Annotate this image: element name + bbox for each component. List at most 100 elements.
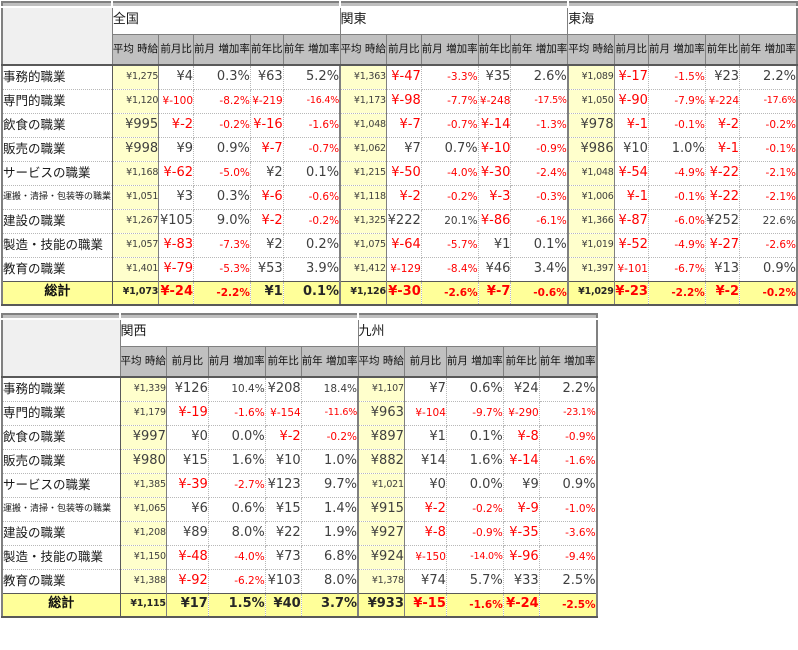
yoy-diff-cell[interactable]: ¥22	[265, 521, 302, 546]
column-header-cell[interactable]: 前年比	[264, 345, 302, 378]
column-header-cell[interactable]: 平均 時給	[339, 33, 387, 66]
yoy-diff-cell[interactable]: ¥53	[250, 257, 284, 282]
mom-rate-cell[interactable]: -1.6%	[208, 401, 266, 426]
total-wage-cell[interactable]: ¥933	[357, 592, 405, 618]
total-yoy-diff-cell[interactable]: ¥-24	[503, 592, 540, 618]
yoy-diff-cell[interactable]: ¥-30	[478, 161, 512, 186]
wage-cell[interactable]: ¥1,021	[357, 473, 405, 498]
column-header-cell[interactable]: 前年 増加率	[739, 33, 798, 66]
yoy-diff-cell[interactable]: ¥-27	[705, 233, 741, 258]
wage-cell[interactable]: ¥1,215	[339, 161, 387, 186]
column-header-cell[interactable]: 前月 増加率	[445, 345, 504, 378]
mom-diff-cell[interactable]: ¥-101	[614, 257, 649, 282]
region-header-cell[interactable]: 九州	[357, 318, 598, 347]
column-header-cell[interactable]: 平均 時給	[111, 33, 160, 66]
yoy-rate-cell[interactable]: -2.6%	[739, 233, 798, 258]
yoy-diff-cell[interactable]: ¥-7	[250, 137, 284, 162]
occupation-label-cell[interactable]: 専門的職業	[2, 401, 121, 426]
column-header-cell[interactable]: 前月比	[403, 345, 447, 378]
yoy-diff-cell[interactable]: ¥-248	[478, 89, 512, 114]
yoy-rate-cell[interactable]: 6.8%	[301, 545, 360, 570]
occupation-label-cell[interactable]: 運搬・清掃・包装等の職業	[2, 185, 113, 210]
mom-rate-cell[interactable]: 0.0%	[446, 473, 504, 498]
mom-rate-cell[interactable]: 0.7%	[421, 137, 479, 162]
wage-cell[interactable]: ¥1,107	[357, 377, 405, 402]
yoy-diff-cell[interactable]: ¥-2	[265, 425, 302, 450]
wage-cell[interactable]: ¥1,275	[111, 65, 160, 90]
region-header-cell[interactable]: 全国	[111, 6, 341, 35]
mom-rate-cell[interactable]: -3.3%	[421, 65, 479, 90]
total-mom-diff-cell[interactable]: ¥-15	[404, 592, 447, 618]
mom-rate-cell[interactable]: 0.3%	[193, 185, 251, 210]
mom-diff-cell[interactable]: ¥10	[614, 137, 649, 162]
wage-cell[interactable]: ¥1,050	[567, 89, 615, 114]
yoy-diff-cell[interactable]: ¥-10	[478, 137, 512, 162]
occupation-label-cell[interactable]: 飲食の職業	[2, 425, 121, 450]
occupation-label-cell[interactable]: 事務的職業	[2, 65, 113, 90]
wage-cell[interactable]: ¥1,267	[111, 209, 160, 234]
wage-cell[interactable]: ¥1,208	[119, 521, 167, 546]
yoy-rate-cell[interactable]: 2.2%	[739, 65, 798, 90]
yoy-diff-cell[interactable]: ¥-35	[503, 521, 540, 546]
mom-rate-cell[interactable]: 9.0%	[193, 209, 251, 234]
total-mom-rate-cell[interactable]: -2.6%	[421, 280, 479, 306]
wage-cell[interactable]: ¥924	[357, 545, 405, 570]
mom-diff-cell[interactable]: ¥15	[166, 449, 209, 474]
wage-cell[interactable]: ¥980	[119, 449, 167, 474]
total-wage-cell[interactable]: ¥1,126	[339, 280, 387, 306]
mom-diff-cell[interactable]: ¥-47	[386, 65, 422, 90]
column-header-cell[interactable]: 平均 時給	[357, 345, 405, 378]
mom-rate-cell[interactable]: -5.0%	[193, 161, 251, 186]
mom-diff-cell[interactable]: ¥0	[404, 473, 447, 498]
occupation-label-cell[interactable]: 飲食の職業	[2, 113, 113, 138]
column-header-cell[interactable]: 前月比	[613, 33, 649, 66]
occupation-label-cell[interactable]: 運搬・清掃・包装等の職業	[2, 497, 121, 522]
yoy-rate-cell[interactable]: 0.2%	[283, 233, 342, 258]
total-label-cell[interactable]: 総計	[2, 280, 113, 306]
column-header-cell[interactable]: 前月 増加率	[193, 33, 251, 66]
mom-rate-cell[interactable]: 1.0%	[648, 137, 706, 162]
yoy-rate-cell[interactable]: -1.6%	[539, 449, 598, 474]
mom-diff-cell[interactable]: ¥-100	[158, 89, 195, 114]
yoy-diff-cell[interactable]: ¥252	[705, 209, 741, 234]
yoy-rate-cell[interactable]: 22.6%	[739, 209, 798, 234]
mom-rate-cell[interactable]: 1.6%	[446, 449, 504, 474]
wage-cell[interactable]: ¥1,179	[119, 401, 167, 426]
mom-rate-cell[interactable]: -6.7%	[648, 257, 706, 282]
yoy-diff-cell[interactable]: ¥15	[265, 497, 302, 522]
wage-cell[interactable]: ¥1,150	[119, 545, 167, 570]
yoy-diff-cell[interactable]: ¥-224	[705, 89, 741, 114]
yoy-diff-cell[interactable]: ¥123	[265, 473, 302, 498]
mom-rate-cell[interactable]: 8.0%	[208, 521, 266, 546]
yoy-diff-cell[interactable]: ¥-14	[478, 113, 512, 138]
mom-diff-cell[interactable]: ¥-7	[386, 113, 422, 138]
occupation-label-cell[interactable]: 建設の職業	[2, 209, 113, 234]
wage-cell[interactable]: ¥882	[357, 449, 405, 474]
mom-diff-cell[interactable]: ¥-104	[404, 401, 447, 426]
yoy-diff-cell[interactable]: ¥-16	[250, 113, 284, 138]
mom-diff-cell[interactable]: ¥0	[166, 425, 209, 450]
wage-cell[interactable]: ¥1,057	[111, 233, 160, 258]
yoy-diff-cell[interactable]: ¥-2	[705, 113, 741, 138]
mom-rate-cell[interactable]: -4.9%	[648, 161, 706, 186]
mom-rate-cell[interactable]: -5.3%	[193, 257, 251, 282]
mom-diff-cell[interactable]: ¥-50	[386, 161, 422, 186]
yoy-rate-cell[interactable]: 2.2%	[539, 377, 598, 402]
yoy-rate-cell[interactable]: 0.9%	[739, 257, 798, 282]
wage-cell[interactable]: ¥978	[567, 113, 615, 138]
yoy-rate-cell[interactable]: -0.3%	[510, 185, 569, 210]
total-yoy-rate-cell[interactable]: -2.5%	[539, 592, 598, 618]
wage-cell[interactable]: ¥1,385	[119, 473, 167, 498]
column-header-cell[interactable]: 前月比	[158, 33, 195, 66]
column-header-cell[interactable]: 平均 時給	[119, 345, 167, 378]
corner-cell[interactable]	[1, 6, 113, 66]
occupation-label-cell[interactable]: 販売の職業	[2, 137, 113, 162]
yoy-diff-cell[interactable]: ¥73	[265, 545, 302, 570]
total-mom-rate-cell[interactable]: -2.2%	[193, 280, 251, 306]
mom-diff-cell[interactable]: ¥9	[158, 137, 195, 162]
wage-cell[interactable]: ¥1,366	[567, 209, 615, 234]
wage-cell[interactable]: ¥927	[357, 521, 405, 546]
mom-rate-cell[interactable]: -6.2%	[208, 569, 266, 594]
mom-diff-cell[interactable]: ¥-2	[158, 113, 195, 138]
total-mom-rate-cell[interactable]: -1.6%	[446, 592, 504, 618]
